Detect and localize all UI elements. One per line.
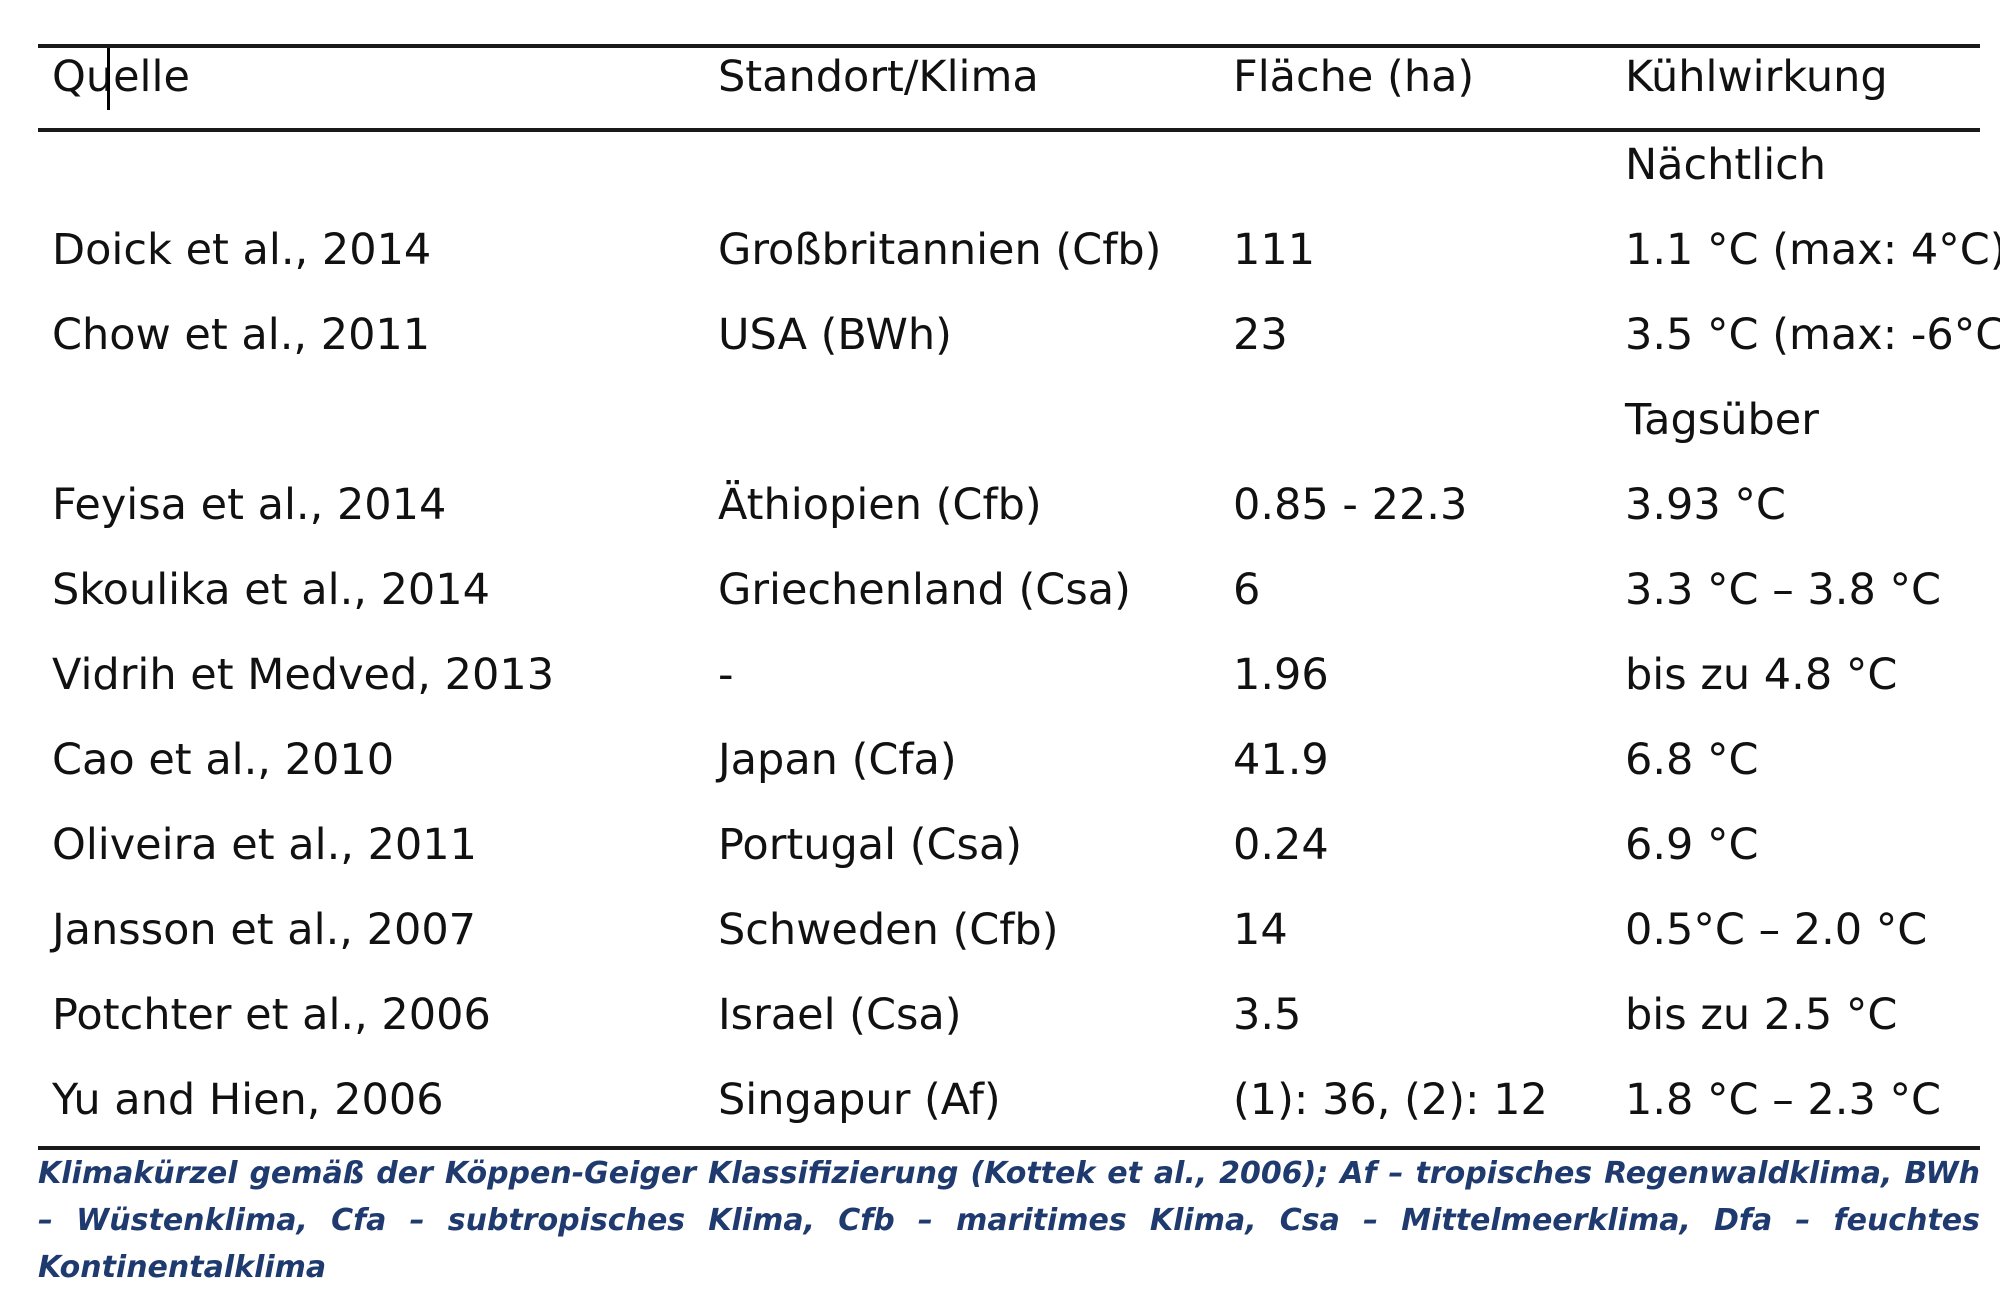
cell-kuehlwirkung: 6.8 °C: [1625, 735, 1759, 785]
cell-kuehlwirkung: 6.9 °C: [1625, 820, 1759, 870]
table-bottom-rule: [38, 1146, 1980, 1150]
header-flaeche: Fläche (ha): [1233, 52, 1475, 102]
cell-flaeche: 23: [1233, 310, 1288, 360]
cell-standort: Japan (Cfa): [718, 735, 957, 785]
cell-kuehlwirkung: 1.1 °C (max: 4°C): [1625, 225, 2000, 275]
cell-kuehlwirkung: 3.3 °C – 3.8 °C: [1625, 565, 1941, 615]
cell-standort: Singapur (Af): [718, 1075, 1001, 1125]
header-quelle: Quelle: [52, 52, 190, 102]
cell-kuehlwirkung: 0.5°C – 2.0 °C: [1625, 905, 1928, 955]
cell-flaeche: 14: [1233, 905, 1288, 955]
cell-flaeche: 1.96: [1233, 650, 1329, 700]
cell-quelle: Chow et al., 2011: [52, 310, 431, 360]
document-page: Quelle Standort/Klima Fläche (ha) Kühlwi…: [38, 44, 2000, 1285]
cell-kuehlwirkung: bis zu 2.5 °C: [1625, 990, 1898, 1040]
cell-quelle: Vidrih et Medved, 2013: [52, 650, 555, 700]
cell-kuehlwirkung: 3.5 °C (max: -6°C): [1625, 310, 2000, 360]
cell-flaeche: 41.9: [1233, 735, 1329, 785]
cell-kuehlwirkung: 1.8 °C – 2.3 °C: [1625, 1075, 1941, 1125]
cell-standort: Griechenland (Csa): [718, 565, 1131, 615]
cell-quelle: Jansson et al., 2007: [52, 905, 477, 955]
table-top-rule: [38, 44, 1980, 48]
cell-kuehlwirkung: bis zu 4.8 °C: [1625, 650, 1898, 700]
cell-kuehlwirkung: 3.93 °C: [1625, 480, 1786, 530]
text-cursor: [107, 48, 110, 110]
cell-kuehlwirkung: Nächtlich: [1625, 140, 1827, 190]
cell-standort: Äthiopien (Cfb): [718, 480, 1042, 530]
cell-quelle: Yu and Hien, 2006: [52, 1075, 444, 1125]
table-footnote: Klimakürzel gemäß der Köppen-Geiger Klas…: [38, 1156, 1980, 1285]
cell-standort: Israel (Csa): [718, 990, 962, 1040]
cell-quelle: Feyisa et al., 2014: [52, 480, 447, 530]
cell-flaeche: (1): 36, (2): 12: [1233, 1075, 1548, 1125]
cell-quelle: Oliveira et al., 2011: [52, 820, 478, 870]
cell-kuehlwirkung: Tagsüber: [1625, 395, 1819, 445]
cell-flaeche: 111: [1233, 225, 1316, 275]
header-kuehlwirkung: Kühlwirkung: [1625, 52, 1888, 102]
cell-quelle: Potchter et al., 2006: [52, 990, 491, 1040]
cell-quelle: Doick et al., 2014: [52, 225, 432, 275]
cell-standort: Großbritannien (Cfb): [718, 225, 1162, 275]
cell-standort: Schweden (Cfb): [718, 905, 1059, 955]
header-bottom-rule: [38, 128, 1980, 132]
cell-standort: -: [718, 650, 734, 700]
header-standort-klima: Standort/Klima: [718, 52, 1039, 102]
cell-flaeche: 0.24: [1233, 820, 1329, 870]
cell-flaeche: 3.5: [1233, 990, 1302, 1040]
cell-quelle: Cao et al., 2010: [52, 735, 395, 785]
cell-standort: USA (BWh): [718, 310, 952, 360]
cell-quelle: Skoulika et al., 2014: [52, 565, 490, 615]
cell-flaeche: 6: [1233, 565, 1261, 615]
cell-standort: Portugal (Csa): [718, 820, 1023, 870]
cell-flaeche: 0.85 - 22.3: [1233, 480, 1468, 530]
